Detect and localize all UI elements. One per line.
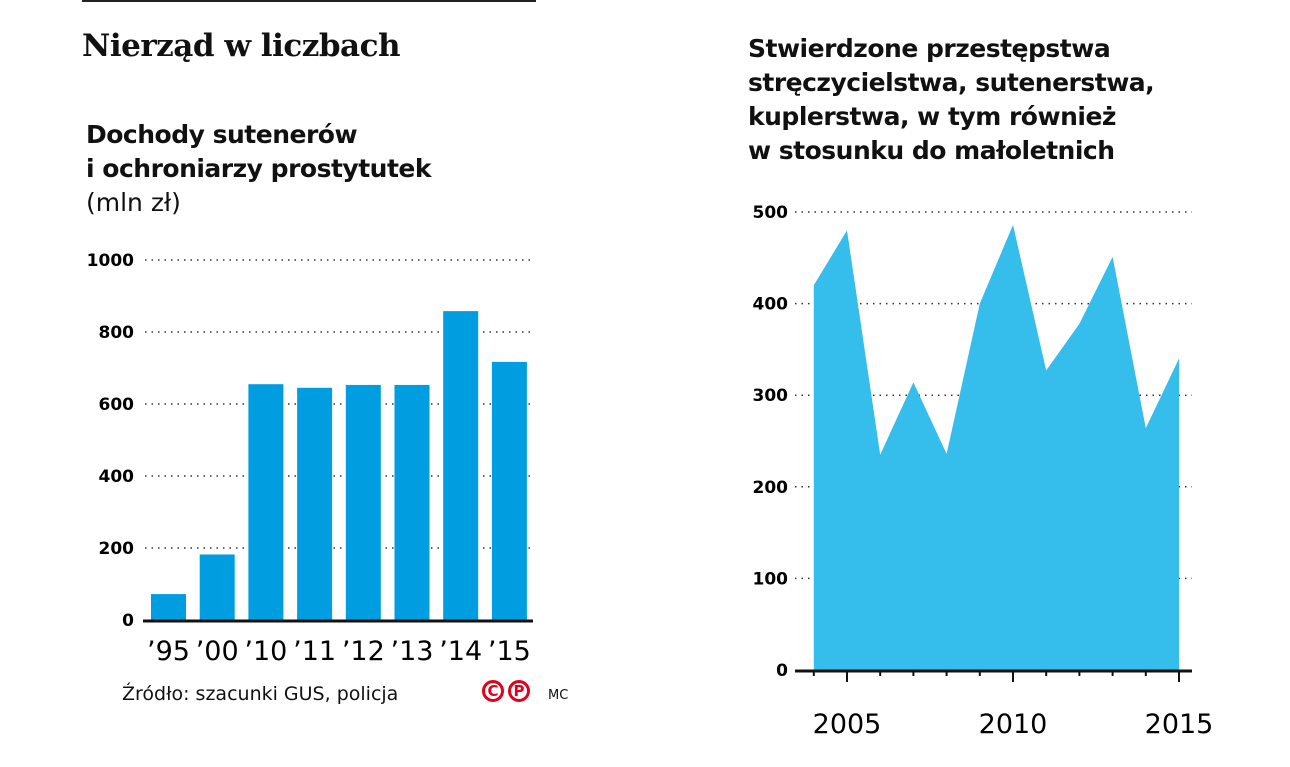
y-tick-label: 600 [99, 395, 135, 415]
bar [248, 384, 284, 620]
left-chart-title: Dochody sutenerów i ochroniarzy prostytu… [86, 118, 432, 186]
bar [297, 387, 333, 620]
title-line: i ochroniarzy prostytutek [86, 154, 432, 183]
y-tick-label: 100 [753, 569, 789, 589]
title-line: w stosunku do małoletnich [748, 136, 1115, 165]
title-line: stręczycielstwa, sutenerstwa, [748, 68, 1155, 97]
bar [491, 361, 527, 620]
title-line: Stwierdzone przestępstwa [748, 34, 1111, 63]
x-tick-label: ’10 [244, 636, 287, 667]
x-tick-label: ’15 [488, 636, 531, 667]
left-chart-unit: (mln zł) [86, 188, 181, 217]
top-rule [82, 0, 536, 2]
y-tick-label: 800 [99, 323, 135, 343]
source-note: Źródło: szacunki GUS, policja [122, 683, 399, 705]
x-tick-label: ’13 [391, 636, 434, 667]
x-tick-label: 2005 [813, 709, 882, 740]
bar [394, 384, 430, 620]
bar [151, 594, 186, 620]
title-line: Dochody sutenerów [86, 120, 358, 149]
x-tick-label: ’14 [439, 636, 482, 667]
y-tick-label: 200 [99, 539, 135, 559]
author-initials: MC [548, 688, 569, 703]
p-logo-icon: P [508, 680, 530, 702]
y-tick-label: 0 [776, 661, 788, 681]
right-chart-title: Stwierdzone przestępstwa stręczycielstwa… [748, 32, 1228, 168]
bar [345, 384, 381, 620]
bar [199, 554, 235, 620]
y-tick-label: 200 [753, 478, 789, 498]
x-tick-label: 2015 [1145, 709, 1214, 740]
y-tick-label: 300 [753, 386, 789, 406]
y-tick-label: 400 [753, 295, 789, 315]
y-tick-label: 400 [99, 467, 135, 487]
x-tick-label: ’11 [293, 636, 336, 667]
x-tick-label: 2010 [979, 709, 1048, 740]
area-series [813, 224, 1179, 670]
bar [443, 311, 479, 620]
y-tick-label: 500 [753, 203, 789, 223]
x-tick-label: ’12 [342, 636, 385, 667]
title-line: kuplerstwa, w tym również [748, 102, 1116, 131]
y-tick-label: 0 [122, 611, 134, 631]
main-title: Nierząd w liczbach [82, 28, 401, 64]
y-tick-label: 1000 [87, 251, 134, 271]
x-tick-label: ’00 [196, 636, 239, 667]
c-logo-icon: C [482, 680, 504, 702]
x-tick-label: ’95 [147, 636, 190, 667]
